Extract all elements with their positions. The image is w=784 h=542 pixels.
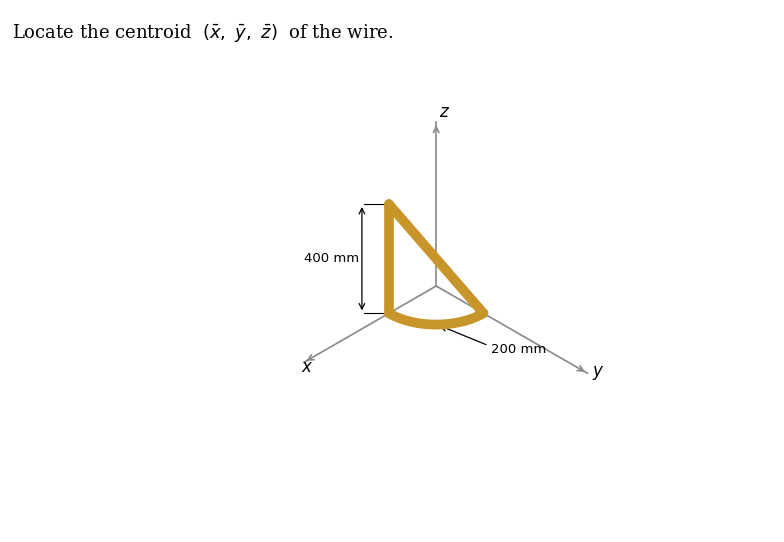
Text: 400 mm: 400 mm <box>304 252 360 265</box>
Text: z: z <box>438 104 448 121</box>
Text: x: x <box>301 358 311 376</box>
Text: 200 mm: 200 mm <box>491 343 546 356</box>
Text: y: y <box>592 362 602 380</box>
Text: Locate the centroid  $(\bar{x},\ \bar{y},\ \bar{z})$  of the wire.: Locate the centroid $(\bar{x},\ \bar{y},… <box>12 22 394 44</box>
